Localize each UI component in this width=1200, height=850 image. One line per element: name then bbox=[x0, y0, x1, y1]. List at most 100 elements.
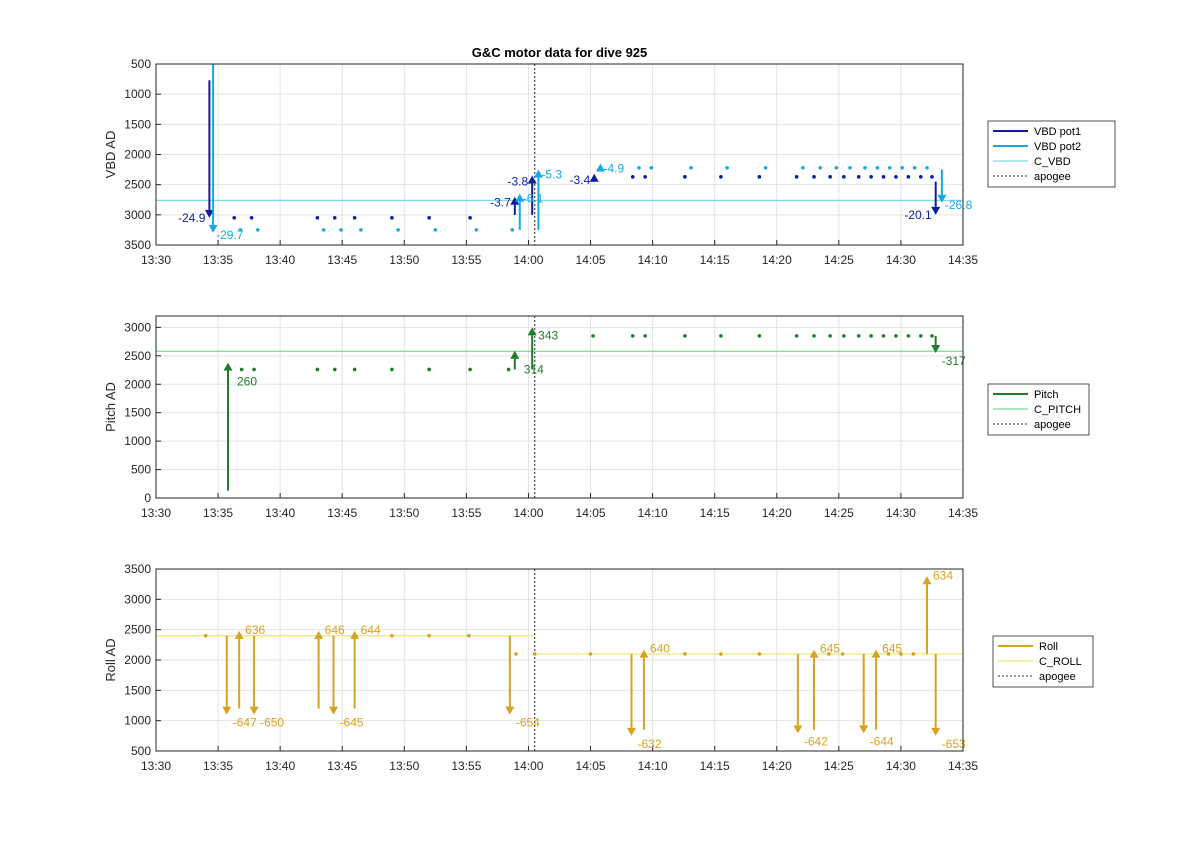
roll-roll-arrow-label: 645 bbox=[820, 642, 840, 656]
pitch-pitch-point bbox=[591, 334, 595, 338]
pitch-pitch-point bbox=[794, 334, 799, 338]
vbd-vbd-pot1-arrow-label: -3.4 bbox=[570, 173, 591, 187]
figure-title: G&C motor data for dive 925 bbox=[472, 45, 648, 60]
roll-roll-arrow-head bbox=[249, 706, 259, 715]
vbd-legend-label: VBD pot1 bbox=[1034, 126, 1081, 138]
pitch-pitch-point bbox=[427, 367, 431, 372]
vbd-vbd-pot2-point bbox=[887, 165, 892, 170]
roll-x-tick-label: 14:10 bbox=[638, 759, 668, 773]
roll-roll-point bbox=[588, 652, 593, 656]
roll-roll-arrow-head bbox=[639, 649, 649, 658]
vbd-x-tick-label: 14:15 bbox=[700, 253, 730, 267]
vbd-vbd-pot1-point bbox=[468, 216, 472, 220]
roll-y-tick-label: 500 bbox=[131, 744, 151, 758]
roll-x-tick-label: 13:45 bbox=[327, 759, 357, 773]
vbd-vbd-pot2-point bbox=[863, 165, 867, 170]
pitch-pitch-point bbox=[390, 367, 394, 372]
roll-roll-arrow-head bbox=[314, 630, 324, 639]
vbd-vbd-pot1-arrow-label: -3.8 bbox=[507, 175, 528, 189]
pitch-pitch-point bbox=[918, 334, 923, 338]
vbd-vbd-pot1-point bbox=[856, 175, 861, 179]
vbd-vbd-pot1-arrow-head bbox=[527, 175, 537, 184]
pitch-pitch-arrow-label: 314 bbox=[524, 362, 544, 376]
vbd-vbd-pot2-point bbox=[238, 228, 243, 232]
vbd-x-tick-label: 13:30 bbox=[141, 253, 171, 267]
roll-x-tick-label: 14:25 bbox=[824, 759, 854, 773]
roll-y-tick-label: 3500 bbox=[124, 562, 151, 576]
vbd-vbd-pot2-point bbox=[359, 228, 363, 232]
roll-roll-arrow-head bbox=[809, 649, 819, 658]
roll-y-tick-label: 2500 bbox=[124, 623, 151, 637]
roll-roll-arrow-label: -653 bbox=[942, 737, 966, 751]
pitch-pitch-point bbox=[506, 367, 511, 372]
vbd-y-tick-label: 1500 bbox=[124, 117, 151, 131]
vbd-vbd-pot1-point bbox=[812, 175, 816, 179]
vbd-vbd-pot2-point bbox=[763, 165, 768, 170]
pitch-pitch-point bbox=[252, 367, 256, 372]
vbd-x-tick-label: 13:50 bbox=[389, 253, 419, 267]
pitch-pitch-point bbox=[930, 334, 934, 338]
roll-legend-label: C_ROLL bbox=[1039, 656, 1082, 668]
vbd-vbd-pot2-point bbox=[321, 228, 326, 232]
roll-y-axis-label: Roll AD bbox=[103, 638, 118, 681]
pitch-y-tick-label: 0 bbox=[144, 491, 151, 505]
roll-roll-arrow-head bbox=[627, 727, 637, 736]
vbd-x-tick-label: 13:35 bbox=[203, 253, 233, 267]
pitch-pitch-point bbox=[683, 334, 687, 338]
pitch-x-tick-label: 13:40 bbox=[265, 506, 295, 520]
roll-x-tick-label: 14:35 bbox=[948, 759, 978, 773]
vbd-vbd-pot2-point bbox=[925, 165, 929, 170]
roll-roll-point bbox=[514, 652, 518, 656]
roll-roll-arrow-head bbox=[922, 576, 932, 585]
vbd-vbd-pot1-point bbox=[683, 175, 687, 179]
vbd-vbd-pot2-arrow-head bbox=[595, 163, 605, 172]
vbd-vbd-pot2-arrow-label: -6.1 bbox=[523, 192, 544, 206]
roll-roll-arrow-label: -654 bbox=[516, 716, 540, 730]
pitch-legend-label: apogee bbox=[1034, 419, 1071, 431]
pitch-plot-area bbox=[156, 316, 963, 498]
vbd-vbd-pot2-arrow-label: -26.8 bbox=[945, 198, 973, 212]
roll-roll-arrow-head bbox=[505, 706, 515, 715]
vbd-vbd-pot2-arrow-head bbox=[515, 193, 525, 202]
roll-roll-point bbox=[886, 652, 891, 656]
vbd-vbd-pot1-point bbox=[332, 216, 337, 220]
vbd-y-tick-label: 2500 bbox=[124, 178, 151, 192]
vbd-vbd-pot1-point bbox=[719, 175, 723, 179]
pitch-pitch-arrow-head bbox=[223, 362, 233, 371]
pitch-pitch-point bbox=[812, 334, 816, 338]
pitch-x-tick-label: 14:10 bbox=[638, 506, 668, 520]
vbd-vbd-pot1-point bbox=[643, 175, 647, 179]
vbd-vbd-pot2-point bbox=[637, 165, 641, 170]
roll-roll-arrow-label: 640 bbox=[650, 642, 670, 656]
vbd-vbd-pot2-point bbox=[689, 165, 693, 170]
vbd-x-tick-label: 14:05 bbox=[576, 253, 606, 267]
roll-panel: 13:30 13:35 13:40 13:45 13:50 13:55 14:00 14:05… bbox=[103, 562, 1094, 773]
roll-y-tick-label: 1000 bbox=[124, 714, 151, 728]
roll-roll-point bbox=[911, 652, 916, 656]
vbd-vbd-pot1-point bbox=[249, 216, 254, 220]
roll-x-tick-label: 13:40 bbox=[265, 759, 295, 773]
vbd-x-tick-label: 14:35 bbox=[948, 253, 978, 267]
vbd-vbd-pot2-arrow-label: -5.3 bbox=[541, 168, 562, 182]
vbd-vbd-pot2-point bbox=[818, 165, 823, 170]
pitch-pitch-arrow-label: 343 bbox=[538, 328, 558, 342]
roll-roll-point bbox=[840, 652, 845, 656]
roll-legend-label: Roll bbox=[1039, 641, 1058, 653]
vbd-vbd-pot2-point bbox=[474, 228, 479, 232]
roll-roll-point bbox=[899, 652, 903, 656]
pitch-y-tick-label: 2500 bbox=[124, 349, 151, 363]
roll-roll-point bbox=[683, 652, 687, 656]
roll-x-tick-label: 14:05 bbox=[576, 759, 606, 773]
pitch-pitch-arrow-label: -317 bbox=[942, 354, 966, 368]
roll-x-tick-label: 13:30 bbox=[141, 759, 171, 773]
vbd-vbd-pot2-point bbox=[848, 165, 852, 170]
pitch-pitch-arrow-head bbox=[510, 350, 520, 359]
pitch-x-tick-label: 13:30 bbox=[141, 506, 171, 520]
roll-x-tick-label: 14:30 bbox=[886, 759, 916, 773]
pitch-legend-label: C_PITCH bbox=[1034, 404, 1081, 416]
roll-roll-arrow-head bbox=[871, 649, 881, 658]
pitch-pitch-point bbox=[894, 334, 898, 338]
roll-roll-point bbox=[719, 652, 723, 656]
vbd-vbd-pot1-point bbox=[906, 175, 911, 179]
roll-roll-point bbox=[757, 652, 762, 656]
